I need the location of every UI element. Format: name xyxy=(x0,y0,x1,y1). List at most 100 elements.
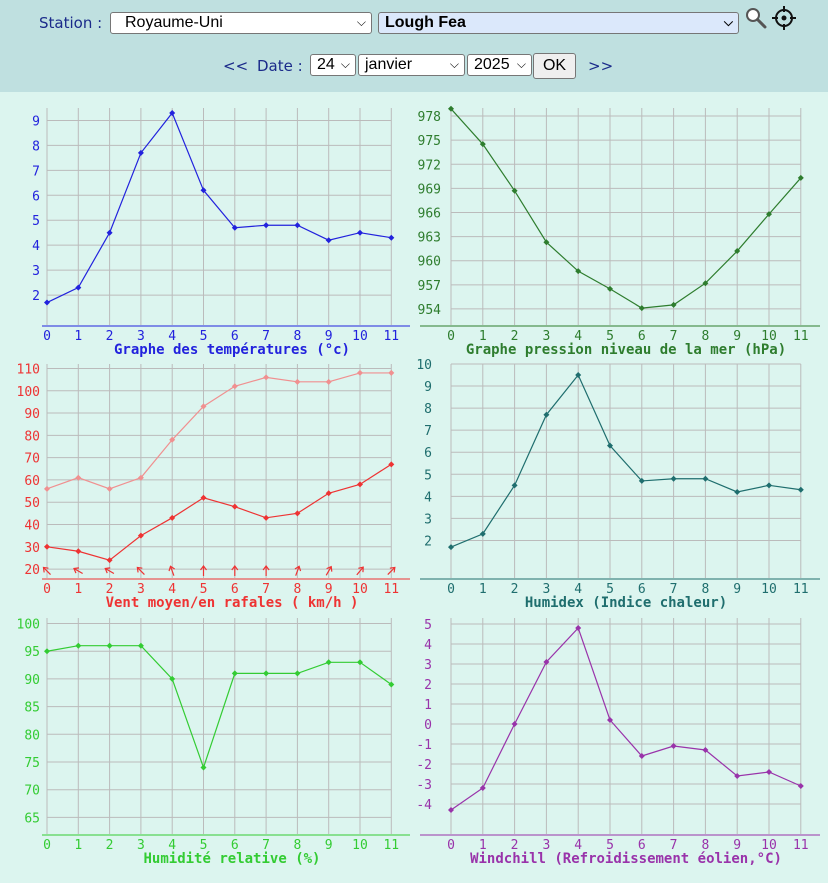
y-tick-label: 960 xyxy=(418,255,441,270)
y-tick-label: 1 xyxy=(424,698,432,713)
y-tick-label: 7 xyxy=(32,164,40,179)
chevron-down-icon: ⌵ xyxy=(516,57,526,71)
chevron-down-icon: ⌵ xyxy=(340,57,350,71)
x-tick-label: 0 xyxy=(43,838,51,853)
y-tick-label: 40 xyxy=(24,519,40,534)
x-tick-label: 1 xyxy=(74,838,82,853)
series-line xyxy=(46,372,392,490)
station-value: Lough Fea xyxy=(385,14,466,31)
y-tick-label: 972 xyxy=(418,158,441,173)
x-tick-label: 10 xyxy=(352,582,368,597)
y-tick-label: 80 xyxy=(24,728,40,743)
x-tick-label: 9 xyxy=(325,838,333,853)
data-point xyxy=(200,494,207,501)
chart-windchill: -4 -3 -2 -1 0 1 2 3 4 5 0 1 2 3 4 5 6 7 8 9 10 11 Windchill (R… xyxy=(416,618,820,867)
y-tick-label: 5 xyxy=(424,618,432,633)
chevron-down-icon: ⌵ xyxy=(449,57,459,71)
series-line xyxy=(46,463,392,561)
data-point xyxy=(607,717,613,723)
wind-arrow-icon xyxy=(104,567,115,575)
data-point xyxy=(263,670,270,677)
arrow-head xyxy=(200,565,207,571)
day-select[interactable]: 24 ⌵ xyxy=(310,54,356,76)
country-select[interactable]: Royaume-Uni ⌵ xyxy=(110,12,372,34)
station-label: Station : xyxy=(39,14,103,32)
data-point xyxy=(294,670,301,677)
data-point xyxy=(44,543,50,550)
series-line xyxy=(450,373,801,548)
data-point xyxy=(137,532,144,539)
x-tick-label: 6 xyxy=(231,582,239,597)
country-value: Royaume-Uni xyxy=(125,14,223,31)
y-tick-label: 85 xyxy=(24,701,40,716)
y-tick-label: 0 xyxy=(424,718,432,733)
data-point xyxy=(448,105,454,112)
arrow-head xyxy=(42,566,49,573)
data-point xyxy=(388,369,395,376)
arrow-shaft xyxy=(325,566,332,576)
ok-button[interactable]: OK xyxy=(533,53,576,79)
prev-day-link[interactable]: << xyxy=(223,57,249,75)
chart-title: Windchill (Refroidissement éolien,°C) xyxy=(470,851,782,867)
data-point xyxy=(575,625,582,631)
data-point xyxy=(231,224,238,231)
x-tick-label: 3 xyxy=(137,329,145,344)
x-tick-label: 10 xyxy=(761,838,777,853)
arrow-head xyxy=(358,566,364,573)
data-point xyxy=(543,411,550,418)
arrow-head xyxy=(231,565,239,571)
data-point xyxy=(44,485,50,492)
data-point xyxy=(734,773,741,779)
x-tick-label: 3 xyxy=(542,329,550,344)
x-tick-label: 5 xyxy=(200,838,208,853)
next-day-link[interactable]: >> xyxy=(588,57,614,75)
x-tick-label: 5 xyxy=(200,329,208,344)
data-point xyxy=(75,474,82,481)
data-point xyxy=(511,721,518,727)
data-point xyxy=(766,769,772,775)
chart-title: Humidité relative (%) xyxy=(143,851,320,867)
chart-title: Humidex (Indice chaleur) xyxy=(525,595,727,611)
arrow-head xyxy=(168,565,176,572)
y-tick-label: 9 xyxy=(424,380,432,395)
x-tick-label: 2 xyxy=(511,838,519,853)
year-select[interactable]: 2025 ⌵ xyxy=(467,54,532,76)
data-point xyxy=(575,372,582,379)
data-point xyxy=(511,187,518,194)
data-point xyxy=(137,474,144,481)
data-point xyxy=(388,234,395,241)
data-point xyxy=(169,675,176,682)
x-tick-label: 9 xyxy=(733,838,741,853)
x-tick-label: 11 xyxy=(793,329,809,344)
x-tick-label: 4 xyxy=(574,329,582,344)
data-point xyxy=(325,378,332,385)
arrow-head xyxy=(104,567,111,574)
data-point xyxy=(231,670,238,677)
x-tick-label: 5 xyxy=(606,838,614,853)
data-point xyxy=(44,648,50,655)
x-tick-label: 6 xyxy=(638,329,646,344)
data-point xyxy=(702,475,709,482)
x-tick-label: 0 xyxy=(447,582,455,597)
y-tick-label: 70 xyxy=(24,452,40,467)
series-line xyxy=(46,645,392,770)
locate-icon[interactable] xyxy=(771,5,797,31)
y-tick-label: 95 xyxy=(24,645,40,660)
x-tick-label: 10 xyxy=(352,329,368,344)
data-point xyxy=(325,659,332,666)
data-point xyxy=(75,642,82,649)
month-select[interactable]: janvier ⌵ xyxy=(358,54,465,76)
x-tick-label: 4 xyxy=(168,838,176,853)
chart-humidity: 65 70 75 80 85 90 95 100 0 1 2 3 4 5 6 7 8 9 10 11 Humidité … xyxy=(17,618,410,867)
arrow-head xyxy=(73,567,80,574)
month-value: janvier xyxy=(365,56,413,73)
arrow-head xyxy=(294,565,302,572)
data-point xyxy=(294,378,301,385)
y-tick-label: 20 xyxy=(24,563,40,578)
day-value: 24 xyxy=(317,56,335,73)
x-tick-label: 9 xyxy=(325,329,333,344)
search-icon[interactable] xyxy=(744,6,768,30)
data-point xyxy=(106,642,113,649)
station-select[interactable]: Lough Fea ⌵ xyxy=(378,12,739,34)
chart-title: Vent moyen/en rafales ( km/h ) xyxy=(106,595,359,611)
